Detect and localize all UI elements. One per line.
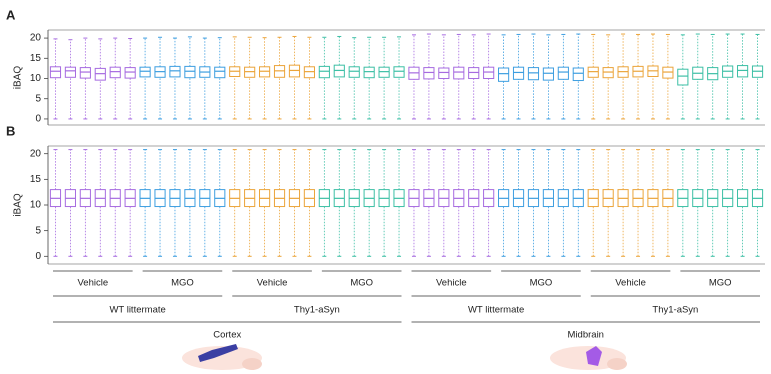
y-tick-label: 10 (30, 200, 42, 211)
y-tick-label: 15 (30, 174, 42, 185)
genotype-label: Thy1-aSyn (294, 305, 340, 316)
box (65, 67, 75, 77)
y-tick-label: 15 (30, 53, 42, 64)
page: AiBAQ 0 5 10 15 20 BiBAQ 0 5 10 15 20 Vehicle MGO Vehi… (0, 0, 771, 374)
box (469, 68, 479, 79)
box (185, 66, 195, 77)
box (125, 68, 135, 79)
treatment-label: MGO (171, 278, 194, 289)
box (95, 68, 105, 80)
treatment-label: Vehicle (615, 278, 646, 289)
box (738, 66, 748, 77)
box (215, 67, 225, 78)
box (245, 67, 255, 77)
y-tick-label: 5 (35, 93, 41, 104)
treatment-label: Vehicle (257, 278, 288, 289)
region-label: Cortex (213, 330, 241, 341)
box (573, 68, 583, 81)
y-axis-label: iBAQ (13, 193, 24, 217)
box (558, 67, 568, 79)
box (499, 68, 509, 81)
treatment-label: Vehicle (77, 278, 108, 289)
box (543, 68, 553, 80)
region-label: Midbrain (568, 330, 604, 341)
box (364, 67, 374, 78)
panel-label: A (6, 7, 16, 22)
brain-cortex (182, 344, 262, 370)
chart: AiBAQ 0 5 10 15 20 BiBAQ 0 5 10 15 20 Vehicle MGO Vehi… (0, 0, 771, 374)
y-tick-label: 5 (35, 225, 41, 236)
box (319, 66, 329, 77)
box (110, 67, 120, 78)
box (484, 67, 494, 78)
box (603, 68, 613, 78)
box (274, 66, 284, 78)
genotype-label: WT littermate (109, 305, 165, 316)
box (528, 68, 538, 80)
box (304, 67, 314, 78)
box (289, 65, 299, 77)
box (80, 68, 90, 79)
treatment-label: MGO (530, 278, 553, 289)
box (394, 67, 404, 78)
box (260, 67, 270, 77)
box (663, 67, 673, 78)
box (349, 67, 359, 78)
box (439, 68, 449, 79)
box (588, 67, 598, 77)
box (454, 67, 464, 79)
treatment-label: MGO (350, 278, 373, 289)
y-tick-label: 20 (30, 148, 42, 159)
box (379, 67, 389, 77)
genotype-label: Thy1-aSyn (652, 305, 698, 316)
y-tick-label: 0 (35, 251, 41, 262)
box (50, 67, 60, 78)
box (140, 67, 150, 77)
y-axis-label: iBAQ (13, 66, 24, 90)
treatment-label: Vehicle (436, 278, 467, 289)
y-tick-label: 10 (30, 73, 42, 84)
treatment-label: MGO (709, 278, 732, 289)
genotype-label: WT littermate (468, 305, 524, 316)
panel-label: B (6, 123, 15, 138)
box (334, 65, 344, 77)
brain-midbrain (550, 346, 627, 370)
y-tick-label: 20 (30, 33, 42, 44)
box (678, 69, 688, 85)
box (424, 68, 434, 79)
box (170, 66, 180, 77)
y-tick-label: 0 (35, 114, 41, 125)
box (513, 67, 523, 79)
